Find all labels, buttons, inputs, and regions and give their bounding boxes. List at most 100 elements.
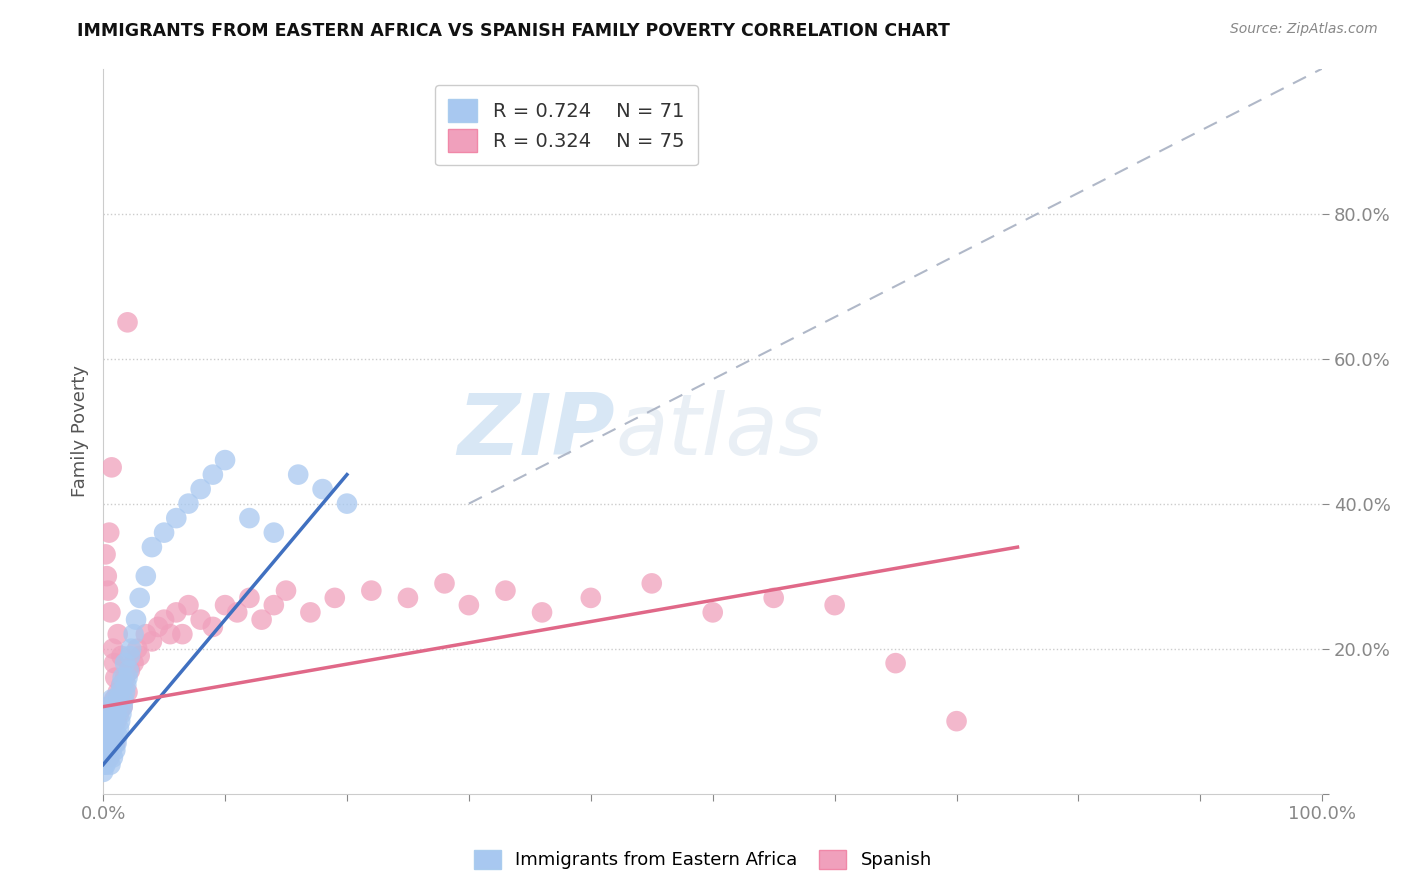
Point bbox=[110, 706, 132, 721]
Point bbox=[100, 743, 122, 757]
Point bbox=[114, 685, 136, 699]
Point bbox=[579, 591, 602, 605]
Point bbox=[108, 722, 131, 736]
Point bbox=[100, 757, 122, 772]
Point bbox=[118, 664, 141, 678]
Point bbox=[97, 736, 120, 750]
Point bbox=[299, 606, 322, 620]
Point bbox=[153, 613, 176, 627]
Point bbox=[214, 453, 236, 467]
Point bbox=[108, 692, 131, 706]
Point bbox=[128, 591, 150, 605]
Point bbox=[118, 664, 141, 678]
Point bbox=[457, 598, 479, 612]
Text: Source: ZipAtlas.com: Source: ZipAtlas.com bbox=[1230, 22, 1378, 37]
Point bbox=[96, 569, 118, 583]
Legend: R = 0.724    N = 71, R = 0.324    N = 75: R = 0.724 N = 71, R = 0.324 N = 75 bbox=[434, 86, 699, 165]
Point bbox=[122, 627, 145, 641]
Point bbox=[100, 460, 122, 475]
Point bbox=[177, 598, 200, 612]
Text: ZIP: ZIP bbox=[457, 390, 616, 473]
Point bbox=[91, 743, 114, 757]
Point bbox=[702, 606, 724, 620]
Point bbox=[97, 583, 120, 598]
Point bbox=[93, 750, 115, 764]
Point bbox=[112, 692, 135, 706]
Point bbox=[101, 750, 124, 764]
Point bbox=[107, 627, 129, 641]
Point bbox=[165, 511, 187, 525]
Point bbox=[141, 540, 163, 554]
Point bbox=[98, 722, 121, 736]
Point bbox=[115, 678, 138, 692]
Point bbox=[98, 729, 121, 743]
Point bbox=[128, 648, 150, 663]
Point bbox=[103, 656, 125, 670]
Point bbox=[111, 671, 134, 685]
Point bbox=[263, 525, 285, 540]
Point bbox=[125, 613, 148, 627]
Point bbox=[93, 757, 115, 772]
Point bbox=[96, 714, 118, 728]
Point bbox=[100, 699, 122, 714]
Point bbox=[945, 714, 967, 728]
Point bbox=[135, 627, 157, 641]
Point bbox=[287, 467, 309, 482]
Point bbox=[104, 743, 127, 757]
Point bbox=[91, 743, 114, 757]
Point bbox=[238, 591, 260, 605]
Point bbox=[96, 743, 118, 757]
Legend: Immigrants from Eastern Africa, Spanish: Immigrants from Eastern Africa, Spanish bbox=[465, 840, 941, 879]
Point bbox=[153, 525, 176, 540]
Point bbox=[495, 583, 517, 598]
Point bbox=[117, 685, 139, 699]
Point bbox=[98, 706, 121, 721]
Point bbox=[107, 685, 129, 699]
Point bbox=[104, 722, 127, 736]
Point bbox=[226, 606, 249, 620]
Point bbox=[100, 606, 122, 620]
Point bbox=[190, 482, 212, 496]
Point bbox=[110, 678, 132, 692]
Point bbox=[104, 671, 127, 685]
Point bbox=[100, 714, 122, 728]
Point bbox=[97, 729, 120, 743]
Point bbox=[159, 627, 181, 641]
Point bbox=[91, 764, 114, 779]
Point bbox=[94, 547, 117, 561]
Point bbox=[97, 743, 120, 757]
Point bbox=[101, 729, 124, 743]
Point bbox=[135, 569, 157, 583]
Point bbox=[117, 315, 139, 329]
Point bbox=[108, 692, 131, 706]
Point bbox=[107, 729, 129, 743]
Point bbox=[93, 722, 115, 736]
Point bbox=[396, 591, 419, 605]
Point bbox=[101, 641, 124, 656]
Point bbox=[103, 692, 125, 706]
Point bbox=[94, 714, 117, 728]
Point bbox=[100, 722, 122, 736]
Point bbox=[146, 620, 169, 634]
Point bbox=[94, 736, 117, 750]
Point bbox=[97, 699, 120, 714]
Point bbox=[108, 714, 131, 728]
Point bbox=[201, 620, 224, 634]
Point bbox=[117, 671, 139, 685]
Point bbox=[91, 722, 114, 736]
Point bbox=[100, 706, 122, 721]
Point bbox=[311, 482, 333, 496]
Point bbox=[103, 736, 125, 750]
Point bbox=[122, 656, 145, 670]
Point bbox=[165, 606, 187, 620]
Point bbox=[104, 736, 127, 750]
Point bbox=[762, 591, 785, 605]
Point bbox=[98, 729, 121, 743]
Point bbox=[96, 750, 118, 764]
Point bbox=[214, 598, 236, 612]
Point bbox=[433, 576, 456, 591]
Point bbox=[98, 750, 121, 764]
Point bbox=[127, 641, 149, 656]
Point bbox=[103, 714, 125, 728]
Point bbox=[94, 757, 117, 772]
